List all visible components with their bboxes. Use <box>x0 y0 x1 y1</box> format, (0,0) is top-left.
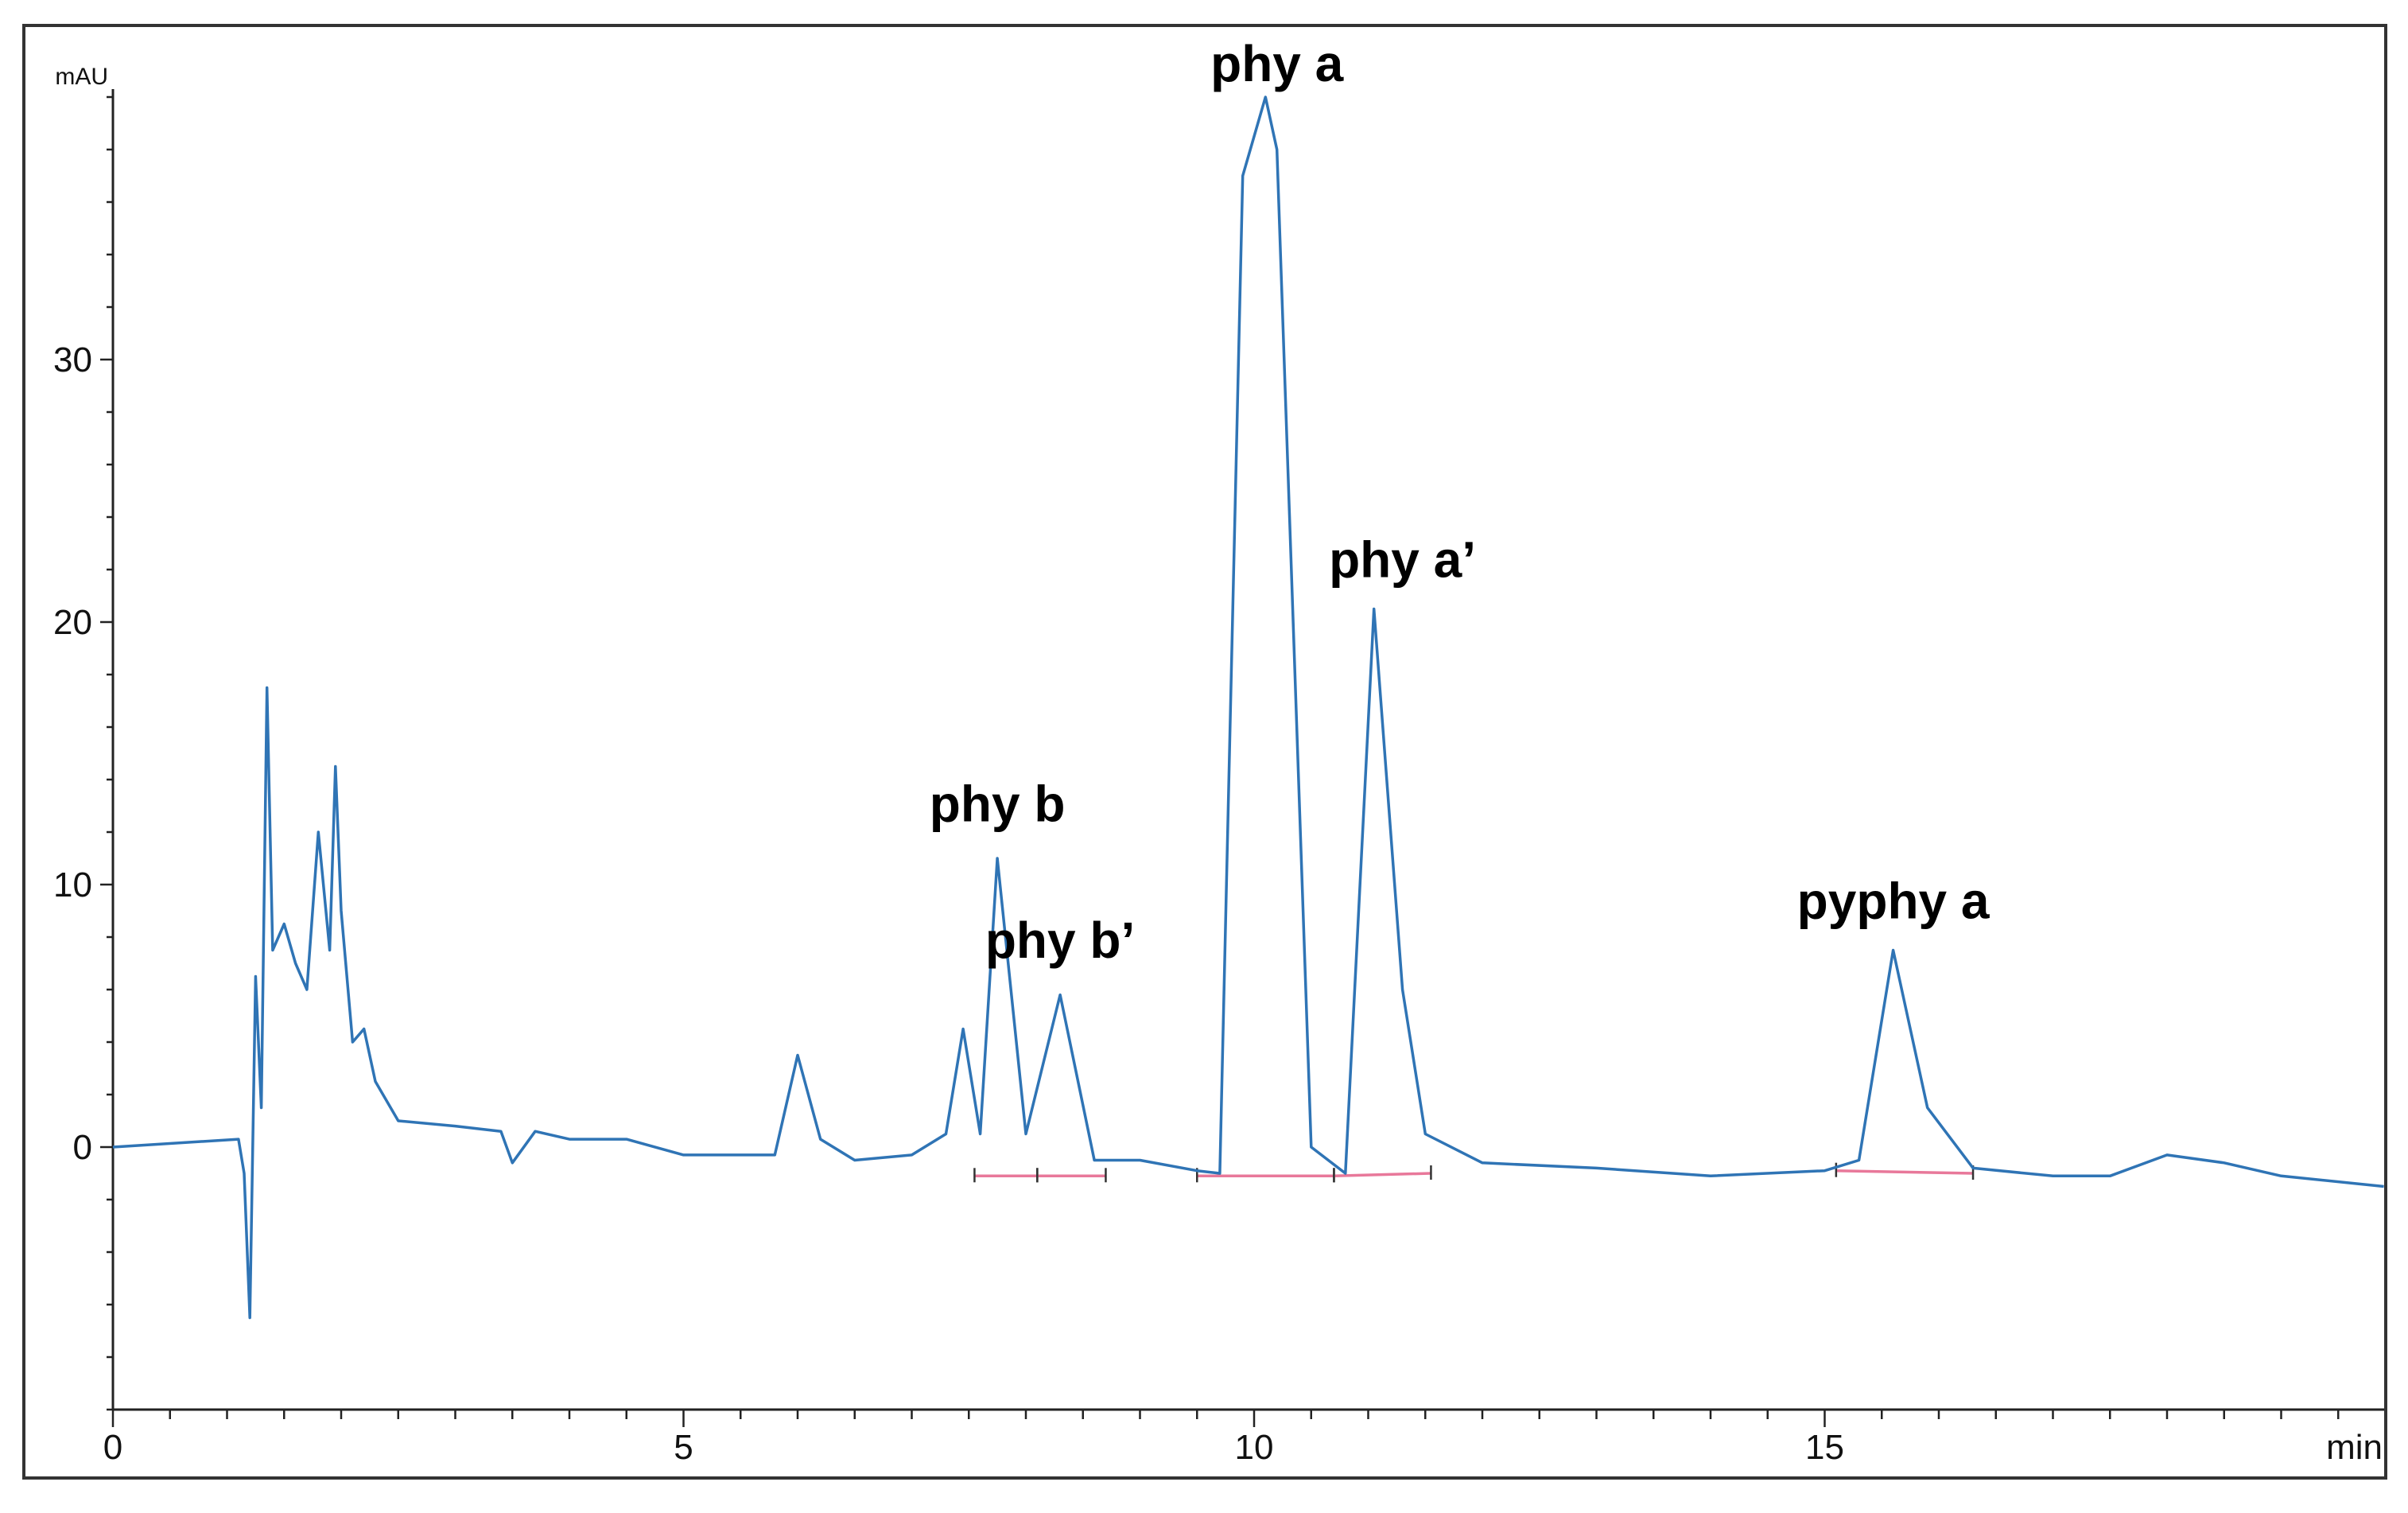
x-tick-label: 10 <box>1235 1428 1274 1467</box>
integration-baseline <box>1835 1169 1974 1175</box>
y-tick-label: 20 <box>53 603 92 642</box>
peak-label: pyphy a <box>1797 873 1990 930</box>
y-tick-label: 0 <box>73 1128 92 1167</box>
axes: 0 10 20 30 mAU 0 5 10 15 min <box>53 64 2384 1467</box>
y-tick-label: 30 <box>53 340 92 379</box>
peak-label: phy b’ <box>985 912 1135 969</box>
chromatogram-trace <box>112 95 2384 1320</box>
peak-label: phy b <box>930 775 1066 832</box>
y-axis-unit-label: mAU <box>55 64 108 90</box>
peak-label: phy a <box>1210 35 1344 92</box>
y-tick-label: 10 <box>53 865 92 904</box>
x-tick-label: 0 <box>103 1428 122 1467</box>
x-tick-label: 15 <box>1805 1428 1844 1467</box>
x-tick-label: 5 <box>674 1428 693 1467</box>
peak-labels: phy a phy a’ phy b phy b’ pyphy a <box>930 35 1990 969</box>
chart-frame: 0 10 20 30 mAU 0 5 10 15 min phy a phy a’ phy b phy … <box>22 24 2387 1480</box>
integration-baselines <box>973 1162 1975 1183</box>
peak-label: phy a’ <box>1329 531 1476 589</box>
integration-baseline <box>1334 1172 1431 1178</box>
x-axis-unit-label: min <box>2326 1428 2383 1467</box>
